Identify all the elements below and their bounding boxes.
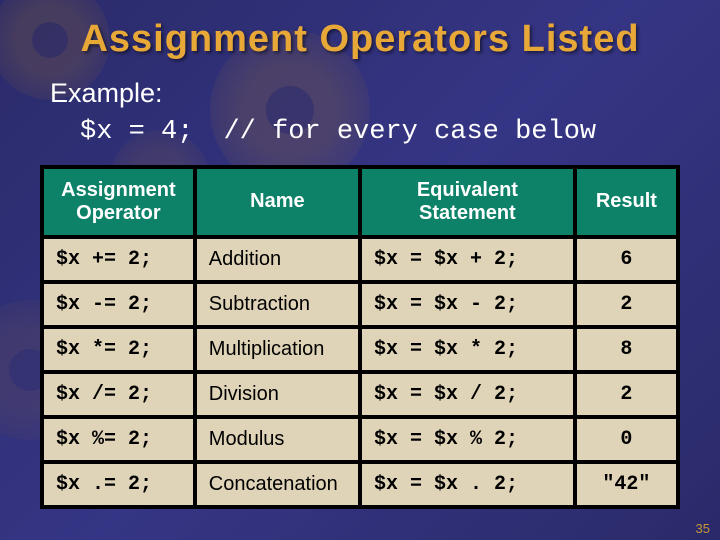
cell-name: Concatenation	[197, 464, 358, 505]
table-row: $x /= 2; Division $x = $x / 2; 2	[44, 374, 676, 415]
operators-table: Assignment Operator Name Equivalent Stat…	[40, 165, 680, 509]
example-code: $x = 4;	[80, 117, 193, 147]
cell-operator: $x -= 2;	[44, 284, 193, 325]
table-row: $x += 2; Addition $x = $x + 2; 6	[44, 239, 676, 280]
table-row: $x *= 2; Multiplication $x = $x * 2; 8	[44, 329, 676, 370]
cell-equivalent: $x = $x - 2;	[362, 284, 573, 325]
th-result: Result	[577, 169, 676, 235]
cell-result: 0	[577, 419, 676, 460]
cell-result: 2	[577, 284, 676, 325]
cell-name: Division	[197, 374, 358, 415]
cell-result: "42"	[577, 464, 676, 505]
example-label: Example:	[50, 75, 720, 111]
table-row: $x -= 2; Subtraction $x = $x - 2; 2	[44, 284, 676, 325]
th-operator: Assignment Operator	[44, 169, 193, 235]
cell-equivalent: $x = $x * 2;	[362, 329, 573, 370]
th-equivalent: Equivalent Statement	[362, 169, 573, 235]
cell-result: 6	[577, 239, 676, 280]
cell-result: 2	[577, 374, 676, 415]
cell-equivalent: $x = $x / 2;	[362, 374, 573, 415]
cell-operator: $x .= 2;	[44, 464, 193, 505]
cell-name: Multiplication	[197, 329, 358, 370]
cell-equivalent: $x = $x % 2;	[362, 419, 573, 460]
th-name: Name	[197, 169, 358, 235]
table-row: $x .= 2; Concatenation $x = $x . 2; "42"	[44, 464, 676, 505]
cell-operator: $x %= 2;	[44, 419, 193, 460]
example-comment: // for every case below	[223, 117, 596, 147]
cell-name: Modulus	[197, 419, 358, 460]
slide-title: Assignment Operators Listed	[0, 0, 720, 61]
operators-table-wrap: Assignment Operator Name Equivalent Stat…	[40, 165, 680, 509]
cell-name: Subtraction	[197, 284, 358, 325]
cell-equivalent: $x = $x . 2;	[362, 464, 573, 505]
cell-result: 8	[577, 329, 676, 370]
slide-number: 35	[696, 521, 710, 536]
cell-operator: $x *= 2;	[44, 329, 193, 370]
table-header-row: Assignment Operator Name Equivalent Stat…	[44, 169, 676, 235]
cell-operator: $x /= 2;	[44, 374, 193, 415]
table-row: $x %= 2; Modulus $x = $x % 2; 0	[44, 419, 676, 460]
cell-operator: $x += 2;	[44, 239, 193, 280]
example-block: Example: $x = 4; // for every case below	[0, 61, 720, 151]
cell-name: Addition	[197, 239, 358, 280]
cell-equivalent: $x = $x + 2;	[362, 239, 573, 280]
